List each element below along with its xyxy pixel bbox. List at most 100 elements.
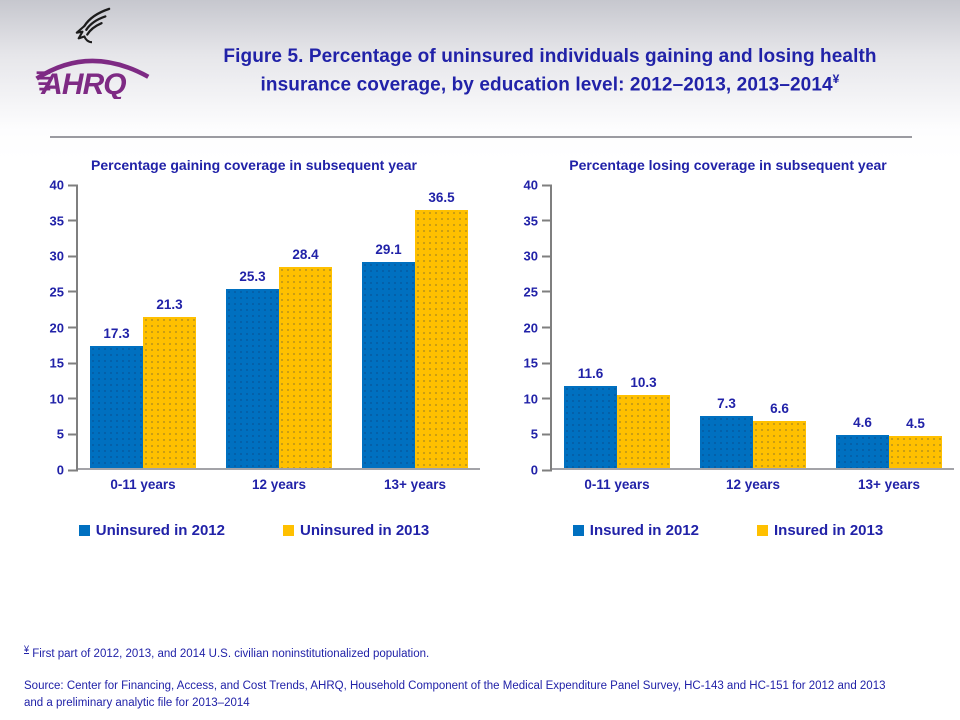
y-axis-tick-mark xyxy=(68,433,78,436)
y-axis-tick-label: 30 xyxy=(523,248,538,264)
source-note: Source: Center for Financing, Access, an… xyxy=(24,678,944,711)
y-axis-tick-mark xyxy=(68,184,78,186)
bar: 7.3 xyxy=(700,396,753,468)
x-axis-label: 12 years xyxy=(725,477,781,492)
figure-title-footnote-marker: ¥ xyxy=(832,71,840,86)
legend-swatch xyxy=(572,525,584,536)
x-axis-labels: 0-11 years 12 years 13+ years xyxy=(78,477,480,492)
chart-title: Percentage gaining coverage in subsequen… xyxy=(91,157,417,173)
x-axis-label: 13+ years xyxy=(384,477,446,492)
y-axis-tick-label: 40 xyxy=(523,177,538,193)
plot-area: 11.6 10.3 7.3 6.6 4.6 4.5 xyxy=(552,185,954,470)
losing-coverage-chart: Percentage losing coverage in subsequent… xyxy=(502,157,954,539)
y-axis-tick: 20 xyxy=(514,321,552,334)
source-line-2: and a preliminary analytic file for 2013… xyxy=(24,696,250,709)
bar-value-label: 4.6 xyxy=(853,415,872,431)
y-axis-tick-mark xyxy=(542,469,552,471)
bar-group: 25.3 28.4 xyxy=(226,185,332,468)
bar: 28.4 xyxy=(279,247,332,468)
legend: Insured in 2012 Insured in 2013 xyxy=(502,522,954,539)
x-axis-label: 0-11 years xyxy=(584,477,650,492)
bar-value-label: 10.3 xyxy=(630,375,657,391)
legend-item: Uninsured in 2012 xyxy=(78,522,225,539)
plot-wrap: 40 35 30 25 20 15 10 5 0 17.3 21.3 25.3 28.4 29.1 36.… xyxy=(28,179,480,477)
bar-value-label: 7.3 xyxy=(717,396,736,412)
y-axis-tick-mark xyxy=(68,290,78,293)
y-axis-tick-label: 20 xyxy=(49,320,64,335)
bar-group: 29.1 36.5 xyxy=(362,185,468,468)
bar-value-label: 11.6 xyxy=(577,365,604,381)
bar-value-label: 25.3 xyxy=(239,269,266,285)
y-axis-tick-mark xyxy=(542,362,552,365)
y-axis-tick-mark xyxy=(68,362,78,365)
bar-group: 7.3 6.6 xyxy=(700,185,806,468)
y-axis: 40 35 30 25 20 15 10 5 0 xyxy=(502,179,552,477)
chart-title: Percentage losing coverage in subsequent… xyxy=(569,157,887,173)
legend-label: Insured in 2012 xyxy=(589,522,699,539)
figure-title-text: Figure 5. Percentage of uninsured indivi… xyxy=(223,46,877,95)
x-axis-labels: 0-11 years 12 years 13+ years xyxy=(552,477,954,492)
y-axis-tick: 25 xyxy=(40,285,78,298)
y-axis-tick-mark xyxy=(68,219,78,222)
bar-group: 17.3 21.3 xyxy=(90,185,196,468)
y-axis-tick-label: 35 xyxy=(523,213,538,229)
legend-label: Insured in 2013 xyxy=(774,522,884,539)
y-axis-tick: 15 xyxy=(514,357,552,370)
legend-swatch xyxy=(757,525,768,536)
plot-area: 17.3 21.3 25.3 28.4 29.1 36.5 xyxy=(78,185,480,470)
footnote: ¥ First part of 2012, 2013, and 2014 U.S… xyxy=(24,644,429,660)
hhs-eagle-icon xyxy=(75,7,111,44)
y-axis-tick-label: 10 xyxy=(523,391,538,407)
source-line-1: Source: Center for Financing, Access, an… xyxy=(24,680,886,692)
y-axis-tick-mark xyxy=(68,397,78,400)
y-axis-tick: 25 xyxy=(514,285,552,298)
bar-value-label: 4.5 xyxy=(906,416,925,432)
y-axis-tick-label: 0 xyxy=(56,462,64,478)
legend-swatch xyxy=(78,525,90,536)
bar-group: 4.6 4.5 xyxy=(836,185,942,468)
bar-value-label: 21.3 xyxy=(156,297,183,313)
x-axis-label: 0-11 years xyxy=(110,477,176,492)
y-axis-tick-label: 5 xyxy=(56,426,64,442)
gaining-coverage-chart: Percentage gaining coverage in subsequen… xyxy=(28,157,480,539)
y-axis-tick-label: 25 xyxy=(523,284,538,300)
y-axis-tick-label: 0 xyxy=(530,462,538,478)
y-axis-tick: 20 xyxy=(40,321,78,334)
y-axis-tick-label: 10 xyxy=(49,391,64,407)
x-axis-label: 12 years xyxy=(251,477,307,492)
y-axis-tick: 5 xyxy=(40,428,78,441)
y-axis-tick-label: 30 xyxy=(49,248,64,264)
bar: 25.3 xyxy=(226,269,279,468)
y-axis-tick: 0 xyxy=(40,464,78,477)
y-axis-tick-mark xyxy=(542,219,552,222)
y-axis-tick: 10 xyxy=(40,392,78,405)
bar-value-label: 6.6 xyxy=(770,401,789,417)
y-axis-tick: 40 xyxy=(514,179,552,192)
bar-value-label: 29.1 xyxy=(375,242,402,258)
y-axis: 40 35 30 25 20 15 10 5 0 xyxy=(28,179,78,477)
charts-row: Percentage gaining coverage in subsequen… xyxy=(28,157,954,539)
y-axis-tick-label: 20 xyxy=(523,320,538,335)
plot-wrap: 40 35 30 25 20 15 10 5 0 11.6 10.3 7.3 6.6 4.6 4.5 xyxy=(502,179,954,477)
bar: 17.3 xyxy=(90,326,143,468)
y-axis-tick: 5 xyxy=(514,428,552,441)
y-axis-tick-label: 35 xyxy=(49,213,64,229)
legend-label: Uninsured in 2013 xyxy=(300,522,430,539)
bar: 4.6 xyxy=(836,415,889,468)
y-axis-tick: 30 xyxy=(514,250,552,263)
bar: 10.3 xyxy=(617,375,670,468)
y-axis-tick: 40 xyxy=(40,179,78,192)
ahrq-logo: AHRQ xyxy=(32,6,152,104)
y-axis-tick: 35 xyxy=(514,214,552,227)
legend-item: Uninsured in 2013 xyxy=(283,522,429,539)
y-axis-tick-mark xyxy=(542,290,552,293)
y-axis-tick-label: 5 xyxy=(530,426,538,442)
y-axis-tick-mark xyxy=(542,255,552,258)
y-axis-tick: 35 xyxy=(40,214,78,227)
y-axis-tick-mark xyxy=(68,326,78,329)
bar: 21.3 xyxy=(143,297,196,468)
y-axis-tick-mark xyxy=(542,326,552,329)
bar: 29.1 xyxy=(362,242,415,468)
y-axis-tick-mark xyxy=(68,469,78,471)
